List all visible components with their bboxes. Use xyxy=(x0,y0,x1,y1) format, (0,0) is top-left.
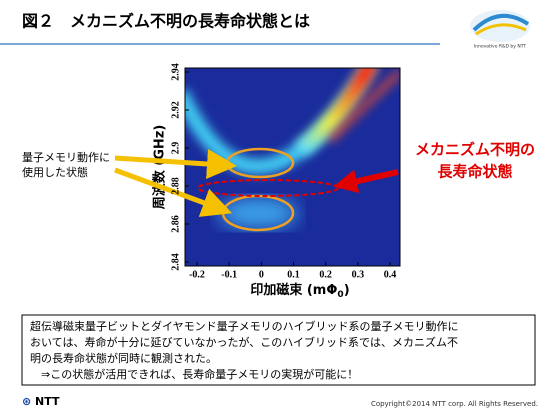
x-label-main: 印加磁束 (mΦ xyxy=(250,282,337,298)
y-tick-label: 2.84 xyxy=(170,253,181,271)
x-tick-label: 0.2 xyxy=(319,269,332,280)
note-line: 明の長寿命状態が同時に観測された。 xyxy=(30,351,217,365)
slide-title: 図２ メカニズム不明の長寿命状態とは xyxy=(22,12,310,31)
x-axis-label: 印加磁束 (mΦ0) xyxy=(250,282,349,300)
arrow xyxy=(114,149,237,179)
callout-left: 量子メモリ動作に xyxy=(22,150,110,164)
note: 超伝導磁束量子ビットとダイヤモンド量子メモリのハイブリッド系の量子メモリ動作にお… xyxy=(30,319,458,381)
note-line: ⇒この状態が活用できれば、長寿命量子メモリの実現が可能に！ xyxy=(30,367,358,381)
x-label-sub: 0 xyxy=(337,290,343,300)
y-tick-label: 2.86 xyxy=(170,215,181,233)
x-tick-label: 0.4 xyxy=(384,269,397,280)
callout-left: 使用した状態 xyxy=(22,165,88,179)
copyright: Copyright©2014 NTT corp. All Rights Rese… xyxy=(371,400,538,408)
y-axis-label: 周波数 (GHz) xyxy=(152,125,168,210)
x-label-end: ) xyxy=(344,283,350,298)
logo: Innovative R&D by NTT xyxy=(470,10,530,50)
x-tick-label: -0.2 xyxy=(189,269,205,280)
y-tick-label: 2.92 xyxy=(170,101,181,119)
y-tick-label: 2.94 xyxy=(170,63,181,81)
footer-brand: ⊛ NTT xyxy=(22,395,60,408)
arrow xyxy=(114,167,233,217)
plot-frame xyxy=(184,67,401,267)
y-tick-label: 2.9 xyxy=(170,142,181,155)
callout-right: メカニズム不明の xyxy=(415,141,535,159)
note-line: 超伝導磁束量子ビットとダイヤモンド量子メモリのハイブリッド系の量子メモリ動作に xyxy=(30,319,458,333)
arrow xyxy=(333,169,399,194)
x-tick-label: 0 xyxy=(259,269,264,280)
x-tick-label: 0.1 xyxy=(287,269,300,280)
logo-caption: Innovative R&D by NTT xyxy=(474,44,527,50)
callout-right: 長寿命状態 xyxy=(437,163,512,181)
x-tick-label: 0.3 xyxy=(352,269,365,280)
brand-text: NTT xyxy=(35,395,60,408)
note-box xyxy=(21,314,536,386)
y-tick-label: 2.88 xyxy=(170,177,181,195)
note-line: おいては、寿命が十分に延びていなかったが、このハイブリッド系では、メカニズム不 xyxy=(30,335,458,349)
x-tick-label: -0.1 xyxy=(221,269,237,280)
